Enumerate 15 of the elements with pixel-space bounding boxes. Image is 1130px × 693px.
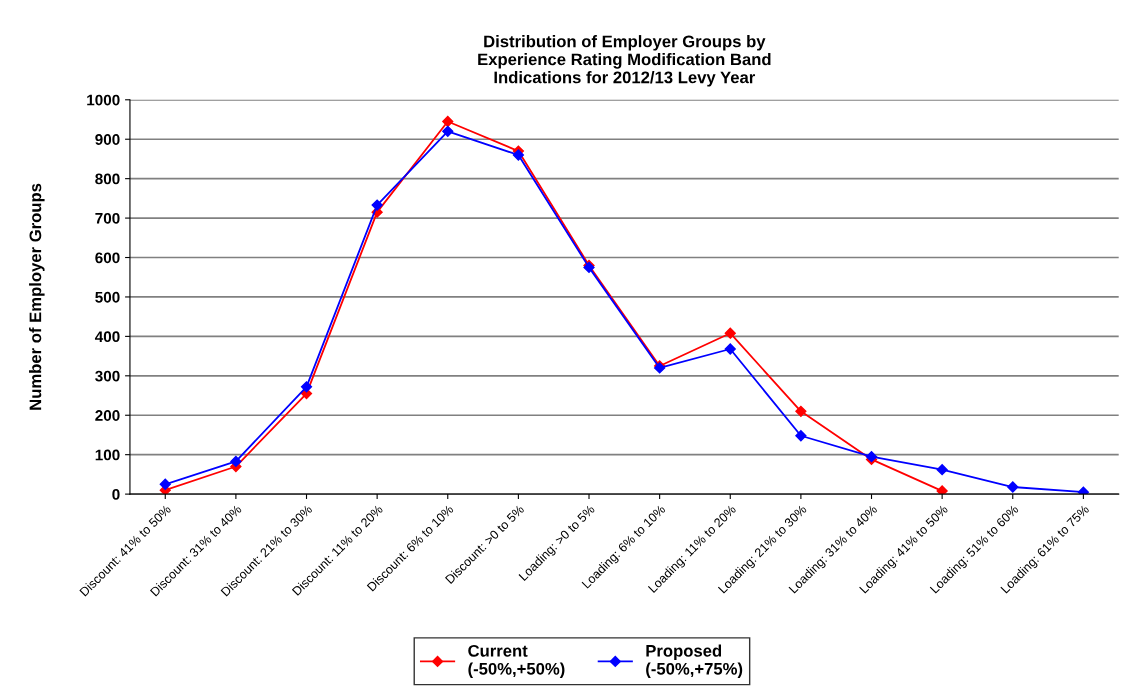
y-tick-label: 300 (95, 370, 120, 382)
y-tick-label: 200 (95, 410, 120, 421)
y-tick-label: 1000 (87, 94, 120, 106)
y-tick-label: 100 (95, 449, 120, 461)
chart-title: Distribution of Employer Groups by Experience Rating Modification Band Indications for 2012/13 Levy Year (478, 35, 771, 87)
y-tick-label: 700 (95, 212, 120, 224)
legend-label: Current (-50%,+50%) (468, 644, 565, 678)
y-tick-label: 600 (95, 252, 120, 264)
y-axis-title: Number of Employer Groups (29, 183, 45, 410)
legend-label: Proposed (-50%,+75%) (646, 644, 743, 678)
y-tick-label: 900 (95, 134, 120, 145)
y-tick-label: 400 (94, 331, 120, 343)
y-tick-label: 500 (95, 291, 120, 303)
y-tick-label: 0 (112, 488, 120, 500)
y-tick-label: 800 (95, 173, 120, 185)
